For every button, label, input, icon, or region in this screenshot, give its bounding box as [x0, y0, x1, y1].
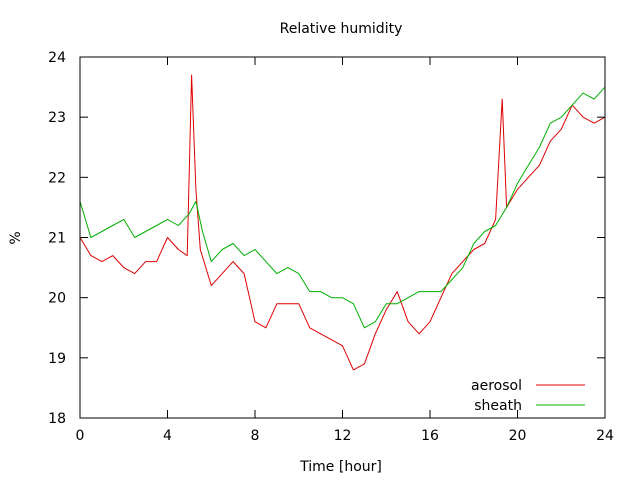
legend-label-aerosol: aerosol [471, 378, 522, 394]
x-tick-label: 8 [251, 428, 260, 444]
x-tick-label: 24 [596, 428, 614, 444]
y-tick-label: 18 [48, 411, 66, 427]
series-layer [79, 74, 606, 371]
x-tick-label: 20 [509, 428, 527, 444]
series-line-sheath [79, 86, 606, 329]
y-tick-label: 24 [48, 50, 66, 66]
x-tick-label: 12 [334, 428, 352, 444]
x-tick-label: 4 [163, 428, 172, 444]
y-axis-label: % [8, 231, 24, 244]
legend-label-sheath: sheath [474, 398, 522, 414]
y-tick-label: 20 [48, 291, 66, 307]
x-tick-label: 0 [76, 428, 85, 444]
y-tick-label: 19 [48, 351, 66, 367]
legend: aerosol sheath [471, 378, 585, 414]
x-axis-label: Time [hour] [299, 459, 382, 475]
chart-title: Relative humidity [280, 21, 403, 37]
axes: 18 19 20 21 22 23 24 0 4 8 12 16 20 24 [48, 50, 614, 444]
series-line-aerosol [79, 74, 606, 371]
x-tick-label: 16 [421, 428, 439, 444]
y-tick-label: 23 [48, 110, 66, 126]
plot-frame [79, 56, 606, 419]
y-tick-label: 21 [48, 231, 66, 247]
y-tick-label: 22 [48, 170, 66, 186]
